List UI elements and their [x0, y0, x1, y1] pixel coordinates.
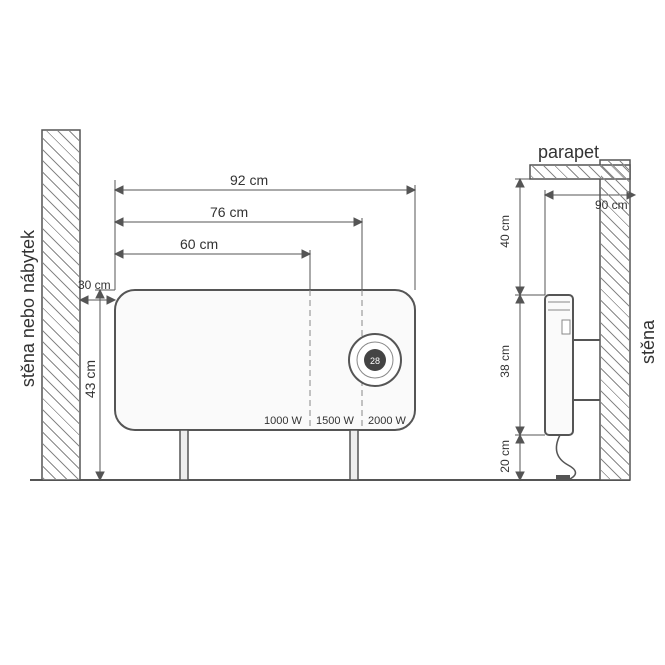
left-wall-label: stěna nebo nábytek	[18, 230, 39, 387]
height-dimension	[95, 290, 115, 480]
width-92: 92 cm	[230, 172, 268, 188]
width-60: 60 cm	[180, 236, 218, 252]
side-90: 90 cm	[595, 198, 628, 212]
right-wall-label: stěna	[638, 320, 659, 364]
power-1500: 1500 W	[316, 415, 354, 427]
power-1000: 1000 W	[264, 415, 302, 427]
clearance-left-label: 30 cm	[78, 278, 111, 292]
side-40: 40 cm	[498, 215, 512, 248]
parapet-label: parapet	[538, 142, 599, 163]
height-label: 43 cm	[82, 360, 98, 398]
width-dimensions	[115, 180, 415, 290]
front-view: 28	[115, 290, 415, 480]
parapet-hatch	[531, 166, 629, 178]
diagram-canvas: 28	[0, 0, 665, 665]
display-value: 28	[370, 356, 380, 366]
side-view	[545, 295, 600, 481]
left-wall-hatch	[43, 131, 79, 479]
side-38: 38 cm	[498, 345, 512, 378]
side-20: 20 cm	[498, 440, 512, 473]
width-76: 76 cm	[210, 204, 248, 220]
power-2000: 2000 W	[368, 415, 406, 427]
